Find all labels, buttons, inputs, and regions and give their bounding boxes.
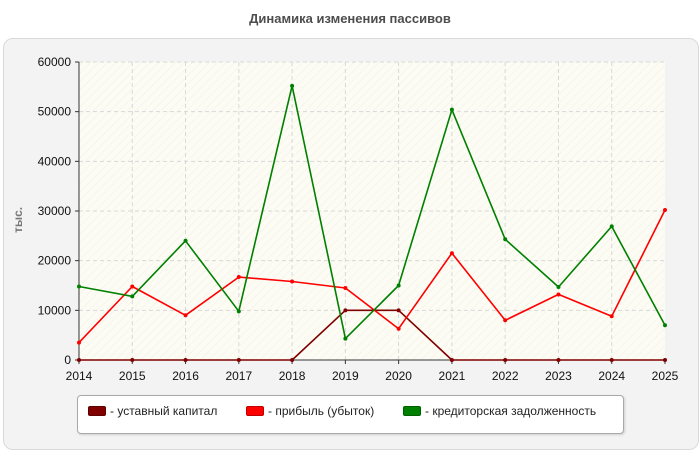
y-axis-label: тыс.	[11, 206, 25, 233]
x-tick-label: 2018	[279, 369, 306, 383]
data-point-1	[183, 313, 188, 318]
data-point-2	[503, 237, 508, 242]
x-tick-label: 2023	[545, 369, 572, 383]
data-point-1	[77, 340, 81, 345]
data-point-0	[609, 358, 614, 362]
data-point-0	[290, 358, 295, 362]
x-tick-label: 2024	[598, 369, 625, 383]
legend-label-profit: - прибыль (убыток)	[268, 404, 375, 418]
data-point-1	[449, 251, 454, 256]
x-tick-label: 2016	[172, 369, 199, 383]
data-point-1	[663, 208, 667, 213]
legend-swatch-profit	[246, 406, 264, 416]
data-point-1	[290, 279, 295, 284]
data-point-2	[556, 284, 561, 289]
data-point-2	[236, 309, 241, 314]
x-tick-label: 2017	[225, 369, 252, 383]
series-line-0	[79, 309, 665, 361]
legend-label-payables: - кредиторская задолженность	[425, 404, 597, 418]
legend-label-capital: - уставный капитал	[110, 404, 218, 418]
data-point-0	[556, 358, 561, 362]
legend: - уставный капитал - прибыль (убыток) - …	[77, 395, 624, 434]
series-line-1	[78, 209, 666, 344]
x-tick-label: 2019	[332, 369, 359, 383]
data-point-1	[556, 292, 561, 297]
data-point-2	[449, 107, 454, 112]
data-point-1	[503, 318, 508, 323]
data-point-1	[236, 275, 241, 280]
data-point-2	[343, 336, 348, 341]
data-point-2	[183, 238, 188, 243]
legend-swatch-capital	[88, 406, 106, 416]
legend-swatch-payables	[403, 406, 421, 416]
chart-title: Динамика изменения пассивов	[249, 11, 451, 26]
y-tick-label: 60000	[38, 55, 72, 69]
data-point-2	[130, 294, 135, 299]
data-point-2	[77, 284, 81, 289]
data-point-0	[183, 358, 188, 362]
data-point-0	[449, 358, 454, 362]
data-point-1	[609, 314, 614, 319]
y-tick-label: 40000	[38, 154, 72, 168]
data-point-0	[503, 358, 508, 362]
data-point-1	[130, 284, 135, 289]
data-point-1	[396, 326, 401, 331]
data-point-2	[609, 224, 614, 229]
legend-item-profit[interactable]: - прибыль (убыток)	[246, 404, 374, 418]
x-tick-label: 2022	[492, 369, 519, 383]
legend-item-capital[interactable]: - уставный капитал	[88, 404, 217, 418]
data-point-2	[290, 83, 295, 88]
x-tick-label: 2021	[439, 369, 466, 383]
data-point-1	[343, 285, 348, 290]
series-line-2	[78, 85, 666, 340]
y-tick-label: 0	[64, 353, 71, 367]
data-point-0	[130, 358, 135, 362]
x-tick-label: 2015	[119, 369, 146, 383]
legend-item-payables[interactable]: - кредиторская задолженность	[403, 404, 596, 418]
data-point-0	[77, 358, 81, 362]
x-tick-label: 2020	[385, 369, 412, 383]
data-point-0	[236, 358, 241, 362]
data-point-0	[343, 308, 348, 313]
x-tick-label: 2025	[652, 369, 679, 383]
y-tick-label: 10000	[38, 303, 72, 317]
data-point-0	[396, 308, 401, 313]
x-tick-label: 2014	[66, 369, 93, 383]
y-tick-label: 30000	[38, 204, 72, 218]
y-tick-label: 50000	[38, 105, 72, 119]
data-point-2	[663, 323, 667, 328]
data-point-2	[396, 283, 401, 288]
data-point-0	[663, 358, 667, 362]
y-tick-label: 20000	[38, 254, 72, 268]
